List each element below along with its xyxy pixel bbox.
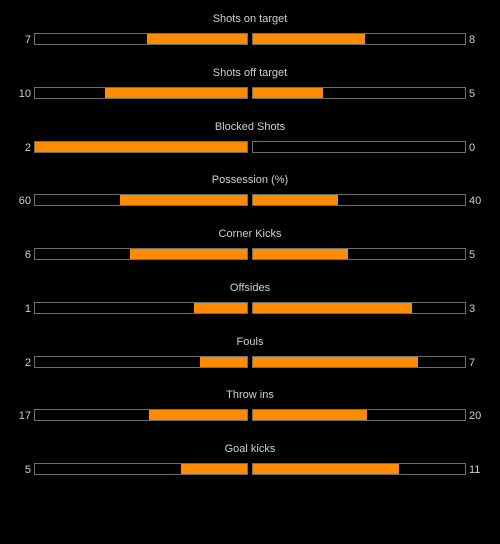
away-bar-fill bbox=[253, 357, 419, 367]
home-bar bbox=[34, 87, 248, 99]
stat-row-offsides: Offsides 1 3 bbox=[0, 281, 500, 321]
away-bar bbox=[252, 302, 466, 314]
home-bar bbox=[34, 356, 248, 368]
home-value: 2 bbox=[24, 142, 31, 154]
stat-row-shots-off-target: Shots off target 10 5 bbox=[0, 66, 500, 106]
away-value: 3 bbox=[469, 303, 476, 315]
away-value: 40 bbox=[469, 195, 482, 207]
home-value: 7 bbox=[24, 34, 31, 46]
home-bar bbox=[34, 463, 248, 475]
away-bar-fill bbox=[253, 410, 368, 420]
home-value: 10 bbox=[18, 88, 31, 100]
away-bar-fill bbox=[253, 34, 366, 44]
home-bar-fill bbox=[35, 142, 247, 152]
home-bar-fill bbox=[149, 410, 247, 420]
away-value: 5 bbox=[469, 88, 476, 100]
stat-row-shots-on-target: Shots on target 7 8 bbox=[0, 12, 500, 52]
stat-label: Throw ins bbox=[226, 389, 274, 401]
home-value: 17 bbox=[18, 410, 31, 422]
away-bar bbox=[252, 141, 466, 153]
away-bar-fill bbox=[253, 195, 338, 205]
away-value: 11 bbox=[469, 464, 481, 476]
away-bar bbox=[252, 194, 466, 206]
home-bar bbox=[34, 33, 248, 45]
stat-label: Shots on target bbox=[212, 13, 288, 25]
home-value: 6 bbox=[24, 249, 31, 261]
home-bar bbox=[34, 141, 248, 153]
stat-row-possession: Possession (%) 60 40 bbox=[0, 173, 500, 213]
away-bar bbox=[252, 33, 466, 45]
home-bar-fill bbox=[119, 195, 247, 205]
away-value: 20 bbox=[469, 410, 482, 422]
stat-label: Goal kicks bbox=[224, 443, 276, 455]
away-value: 7 bbox=[469, 357, 476, 369]
away-bar bbox=[252, 463, 466, 475]
stat-label: Shots off target bbox=[212, 67, 288, 79]
home-bar-fill bbox=[200, 357, 247, 367]
away-bar-fill bbox=[253, 88, 323, 98]
home-bar-fill bbox=[130, 249, 247, 259]
home-value: 60 bbox=[18, 195, 31, 207]
stat-label: Fouls bbox=[236, 336, 264, 348]
home-bar-fill bbox=[194, 303, 247, 313]
home-bar bbox=[34, 194, 248, 206]
stat-label: Offsides bbox=[229, 282, 271, 294]
away-bar bbox=[252, 248, 466, 260]
home-value: 2 bbox=[24, 357, 31, 369]
stat-row-throw-ins: Throw ins 17 20 bbox=[0, 388, 500, 428]
home-bar-fill bbox=[104, 88, 247, 98]
stat-row-fouls: Fouls 2 7 bbox=[0, 335, 500, 375]
away-bar bbox=[252, 409, 466, 421]
home-bar bbox=[34, 302, 248, 314]
home-value: 5 bbox=[24, 464, 31, 476]
stat-label: Blocked Shots bbox=[214, 121, 286, 133]
away-bar-fill bbox=[253, 303, 412, 313]
stat-row-blocked-shots: Blocked Shots 2 0 bbox=[0, 120, 500, 160]
stat-row-corner-kicks: Corner Kicks 6 5 bbox=[0, 227, 500, 267]
home-bar-fill bbox=[147, 34, 247, 44]
away-bar bbox=[252, 87, 466, 99]
away-bar-fill bbox=[253, 249, 349, 259]
stat-label: Corner Kicks bbox=[218, 228, 282, 240]
away-value: 0 bbox=[469, 142, 476, 154]
away-bar bbox=[252, 356, 466, 368]
home-value: 1 bbox=[24, 303, 31, 315]
stat-row-goal-kicks: Goal kicks 5 11 bbox=[0, 442, 500, 482]
home-bar bbox=[34, 248, 248, 260]
home-bar-fill bbox=[181, 464, 247, 474]
away-value: 5 bbox=[469, 249, 476, 261]
away-bar-fill bbox=[253, 464, 400, 474]
home-bar bbox=[34, 409, 248, 421]
away-value: 8 bbox=[469, 34, 476, 46]
stat-label: Possession (%) bbox=[211, 174, 289, 186]
